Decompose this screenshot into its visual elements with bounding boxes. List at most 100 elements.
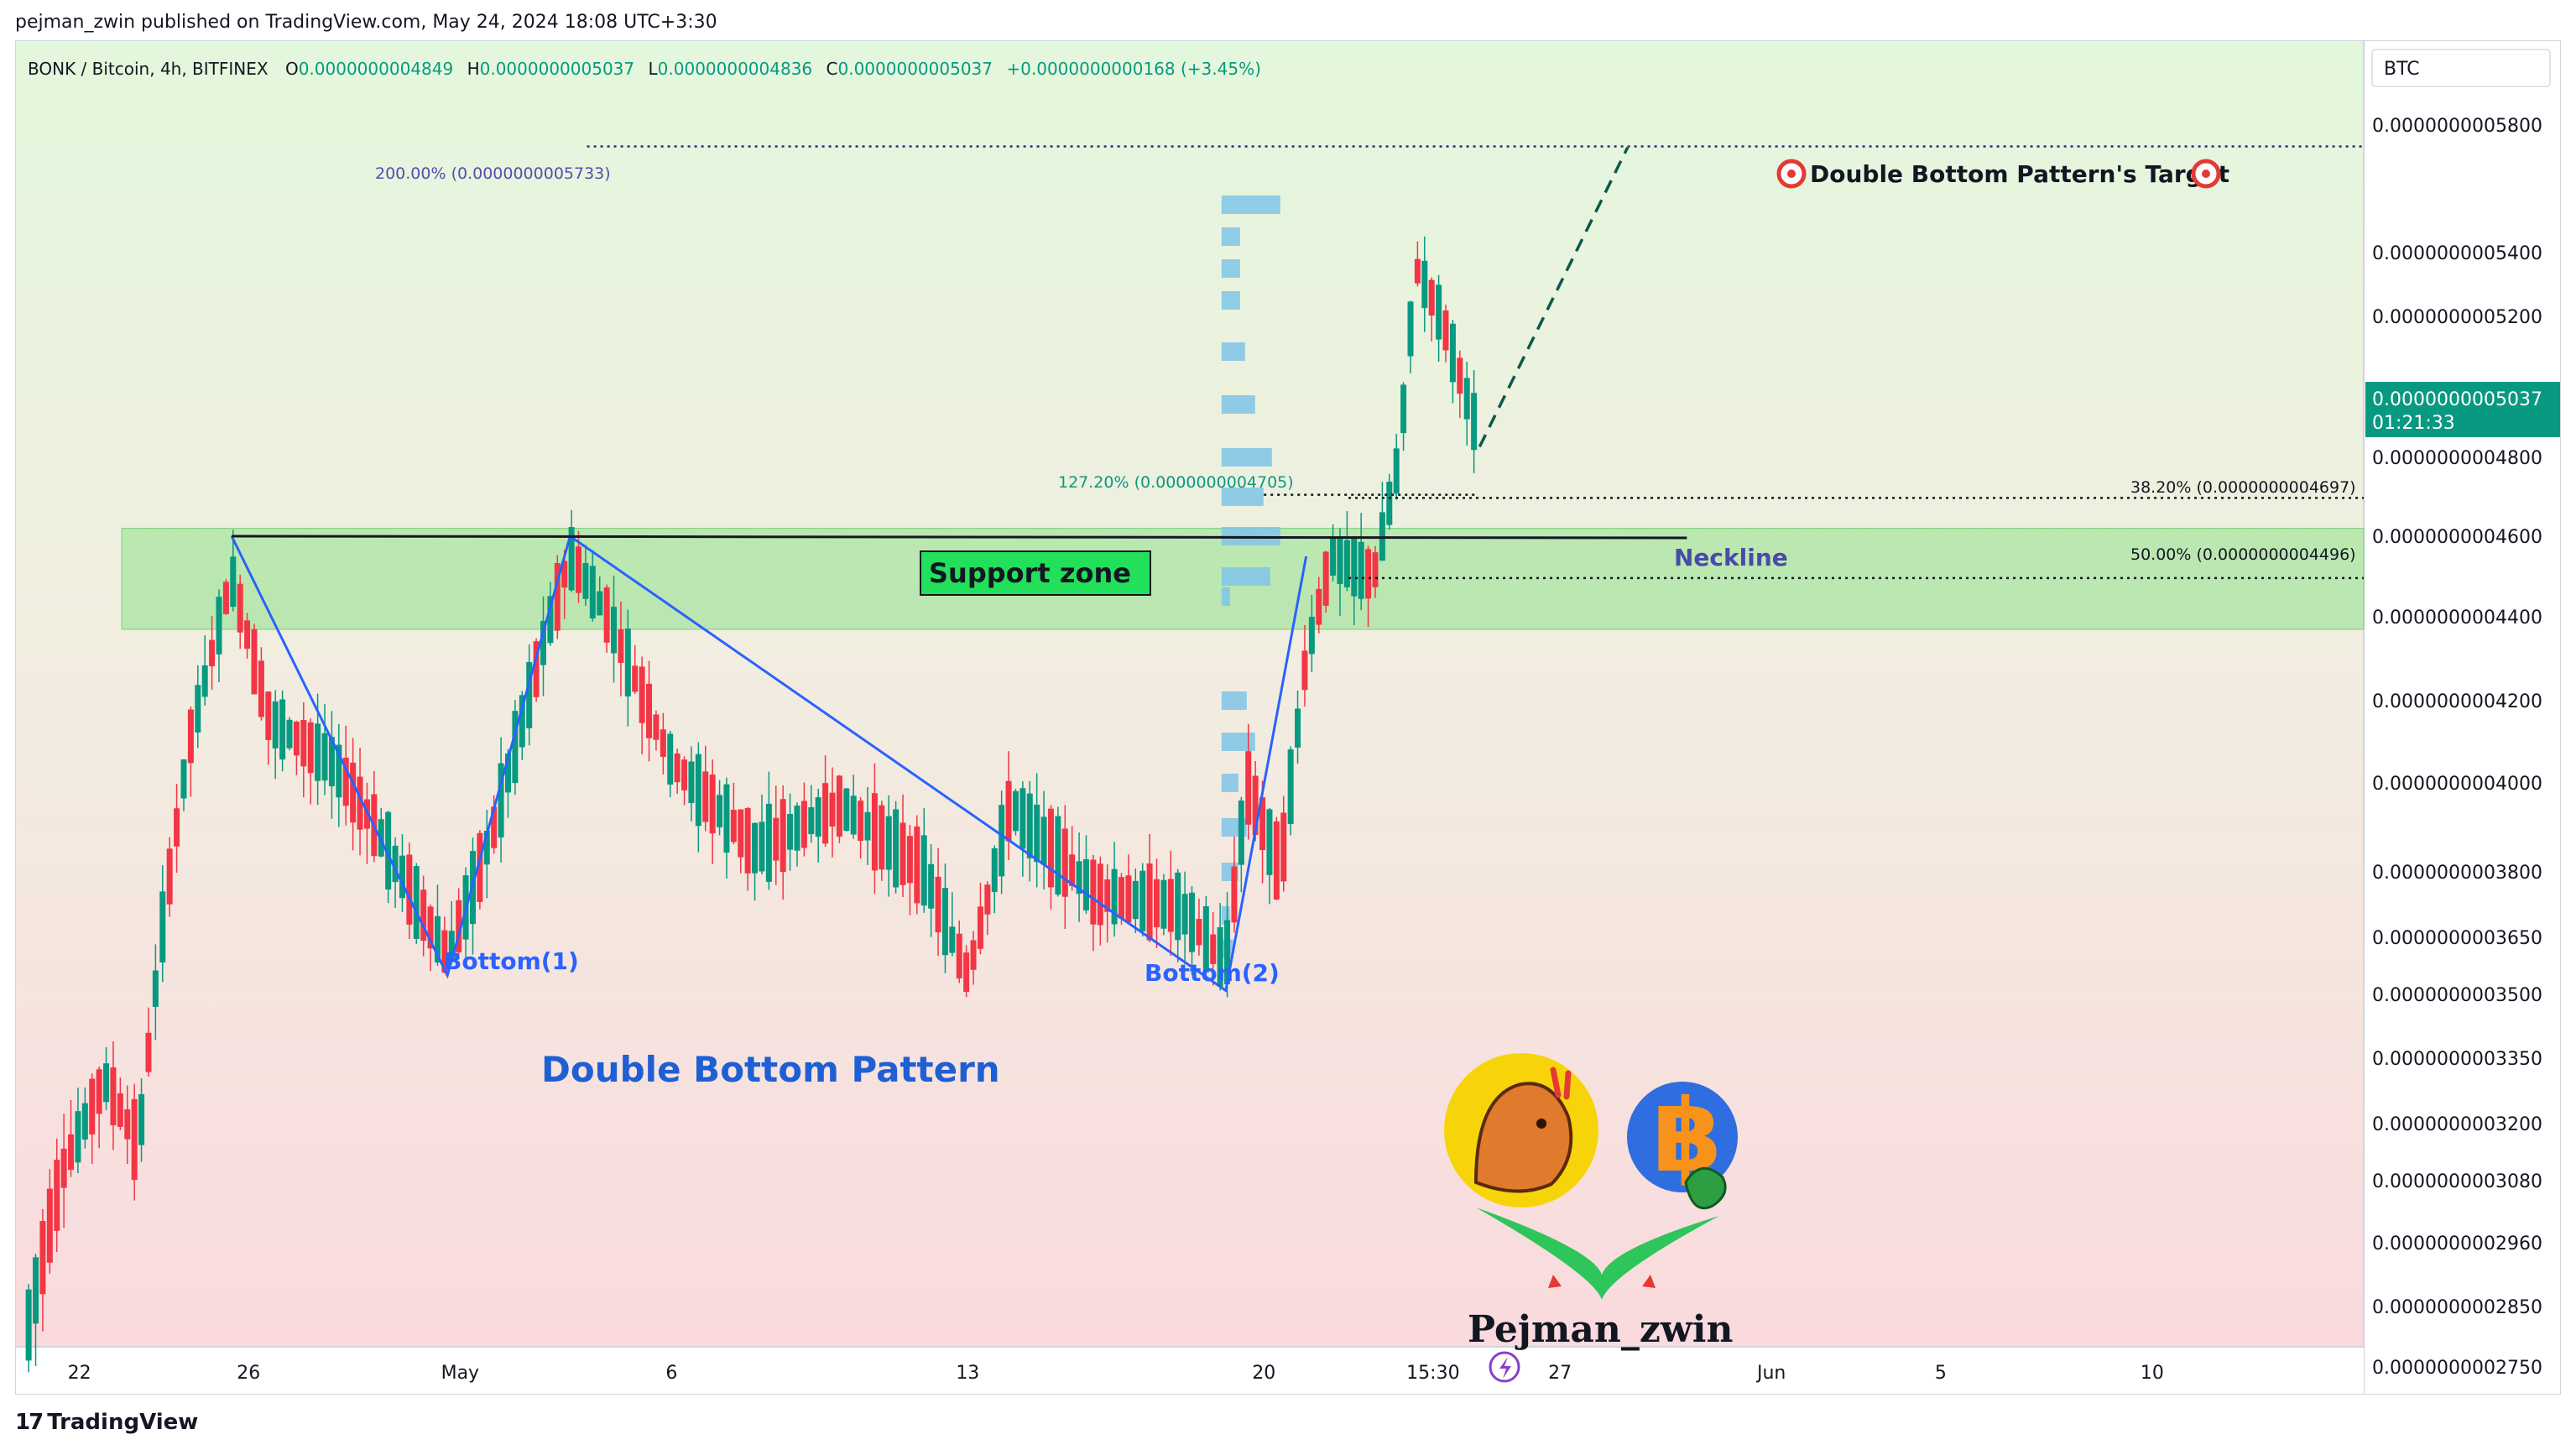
currency-label: BTC bbox=[2384, 59, 2420, 80]
candle-body bbox=[1210, 934, 1217, 964]
price-chart[interactable]: 0.0000000005800 0.0000000005400 0.00000000… bbox=[16, 41, 2560, 1394]
legend-low: 0.0000000004836 bbox=[658, 59, 813, 79]
candle-body bbox=[752, 822, 759, 874]
candle-body bbox=[1358, 541, 1364, 599]
time-tick-label: May bbox=[441, 1363, 479, 1384]
target-label: Double Bottom Pattern's Target bbox=[1810, 160, 2229, 188]
candle-body bbox=[103, 1063, 110, 1103]
price-tick-label: 0.0000000003500 bbox=[2372, 985, 2542, 1006]
candle-body bbox=[357, 776, 363, 830]
candle-body bbox=[265, 691, 272, 740]
candle-body bbox=[1273, 821, 1280, 900]
candle-body bbox=[1442, 310, 1449, 351]
author-badge: ฿ Pejman_zwin bbox=[1444, 1053, 1738, 1383]
candle-body bbox=[1069, 854, 1076, 886]
candle-body bbox=[1026, 793, 1033, 858]
time-tick-label: 13 bbox=[956, 1363, 979, 1384]
candle-body bbox=[187, 709, 194, 764]
candle-body bbox=[1012, 790, 1019, 832]
candle-body bbox=[744, 807, 751, 874]
candle-body bbox=[1005, 780, 1012, 842]
legend-high: 0.0000000005037 bbox=[480, 59, 635, 79]
candle-body bbox=[1189, 892, 1196, 952]
candle-body bbox=[519, 695, 525, 748]
time-tick-label: 27 bbox=[1548, 1363, 1572, 1384]
candle-body bbox=[131, 1098, 138, 1181]
candle-body bbox=[906, 836, 913, 884]
legend-open: 0.0000000004849 bbox=[299, 59, 454, 79]
price-tick-label: 0.0000000005200 bbox=[2372, 307, 2542, 328]
candle-body bbox=[286, 719, 293, 748]
candle-body bbox=[237, 583, 243, 633]
time-tick-label: 15:30 bbox=[1406, 1363, 1459, 1384]
current-price-tag bbox=[2365, 382, 2560, 437]
candle-body bbox=[800, 801, 807, 848]
candle-body bbox=[674, 753, 681, 783]
candle-body bbox=[667, 733, 674, 785]
bottom1-label: Bottom(1) bbox=[444, 947, 579, 975]
candle-body bbox=[427, 906, 434, 949]
candle-body bbox=[321, 733, 328, 781]
candle-body bbox=[1019, 788, 1026, 849]
support-zone-label: Support zone bbox=[929, 557, 1131, 589]
frog-icon bbox=[1684, 1167, 1727, 1210]
candle-body bbox=[554, 563, 561, 631]
candle-body bbox=[81, 1103, 88, 1140]
volume-profile-bar bbox=[1221, 488, 1264, 506]
fib-127-label: 127.20% (0.0000000004705) bbox=[1058, 473, 1294, 492]
candle-body bbox=[914, 826, 920, 904]
candle-body bbox=[858, 801, 864, 842]
candle-body bbox=[717, 795, 723, 827]
candle-body bbox=[25, 1289, 32, 1361]
candle-body bbox=[723, 784, 730, 853]
candle-body bbox=[1125, 875, 1132, 923]
candle-body bbox=[970, 940, 977, 970]
bottom2-label: Bottom(2) bbox=[1145, 959, 1280, 987]
candle-body bbox=[434, 915, 441, 963]
volume-profile-bar bbox=[1221, 227, 1240, 246]
candle-body bbox=[1245, 751, 1252, 825]
candle-body bbox=[984, 884, 991, 915]
candle-body bbox=[765, 803, 772, 882]
currency-box[interactable] bbox=[2371, 49, 2551, 87]
candle-body bbox=[251, 629, 258, 695]
candle-body bbox=[1449, 323, 1456, 383]
published-by-line: pejman_zwin published on TradingView.com… bbox=[15, 12, 717, 33]
volume-profile-bar bbox=[1221, 774, 1238, 792]
candle-body bbox=[941, 888, 948, 956]
candle-body bbox=[639, 666, 645, 723]
target-icon-center bbox=[1787, 170, 1796, 178]
tradingview-logo[interactable]: 17 TradingView bbox=[15, 1410, 198, 1435]
legend-close: 0.0000000005037 bbox=[838, 59, 993, 79]
candle-body bbox=[653, 714, 660, 740]
candle-body bbox=[1104, 879, 1111, 912]
candle-body bbox=[815, 797, 821, 837]
candle-body bbox=[589, 566, 596, 619]
candle-body bbox=[1421, 260, 1428, 309]
exclamation-icon bbox=[1550, 1067, 1572, 1100]
candle-body bbox=[893, 809, 900, 888]
time-tick-label: 5 bbox=[1935, 1363, 1947, 1384]
candle-body bbox=[935, 876, 941, 933]
tradingview-logo-text: TradingView bbox=[47, 1410, 199, 1435]
candle-body bbox=[1175, 872, 1181, 941]
candle-body bbox=[533, 641, 540, 697]
chart-frame[interactable]: 0.0000000005800 0.0000000005400 0.00000000… bbox=[15, 40, 2561, 1395]
candle-body bbox=[885, 816, 892, 870]
volume-profile-bar bbox=[1221, 906, 1230, 925]
current-price-countdown: 01:21:33 bbox=[2372, 413, 2455, 434]
candle-body bbox=[836, 775, 842, 837]
price-tick-label: 0.0000000003650 bbox=[2372, 928, 2542, 949]
candle-body bbox=[1436, 284, 1442, 340]
candle-body bbox=[1181, 894, 1188, 935]
target-projection-line bbox=[1478, 146, 1630, 448]
price-tick-label: 0.0000000002960 bbox=[2372, 1234, 2542, 1254]
candle-body bbox=[1372, 552, 1379, 587]
candle-body bbox=[96, 1069, 102, 1114]
candle-body bbox=[540, 620, 546, 665]
candle-body bbox=[230, 556, 237, 608]
candle-body bbox=[138, 1093, 145, 1145]
candle-body bbox=[759, 821, 765, 872]
volume-profile-bar bbox=[1221, 342, 1245, 361]
neckline bbox=[232, 535, 1687, 540]
